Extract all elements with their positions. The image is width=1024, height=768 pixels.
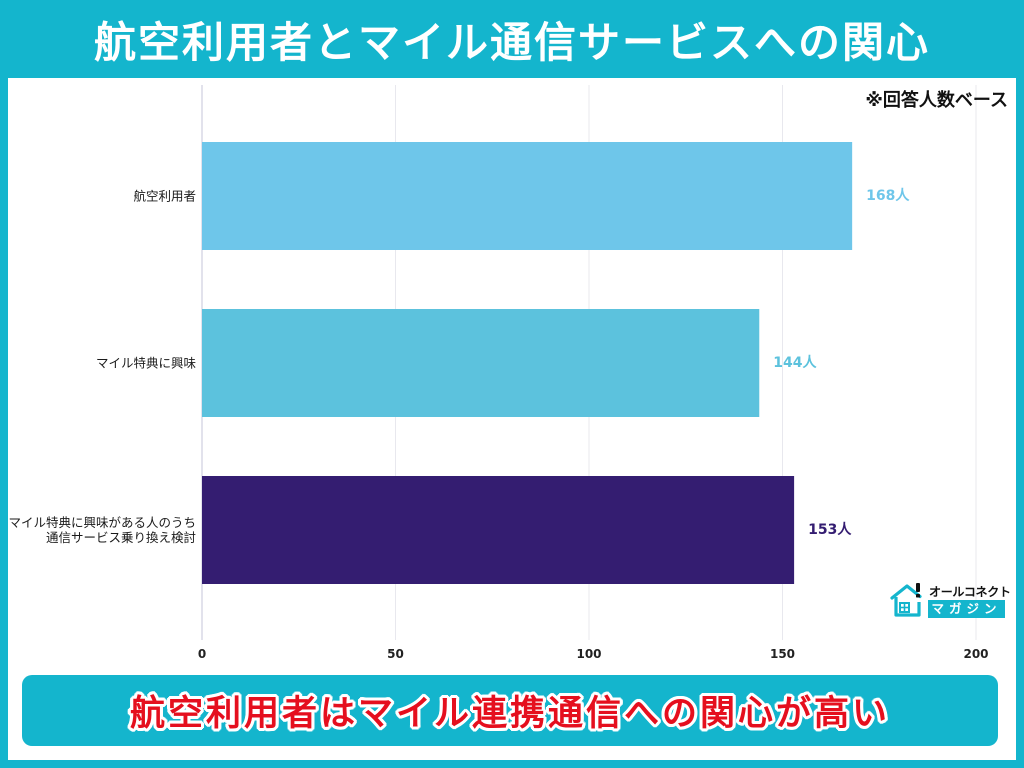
chart-note: ※回答人数ベース	[865, 90, 1008, 111]
category-label: 航空利用者	[133, 188, 196, 204]
house-alert-icon	[890, 583, 922, 617]
exclamation-dot	[916, 594, 920, 598]
brand-logo: オールコネクト マガジン	[889, 581, 1011, 621]
category-label: マイル特典に興味	[95, 355, 196, 371]
data-label: 144人	[773, 355, 817, 371]
bar-2	[202, 309, 760, 417]
category-label: マイル特典に興味がある人のうち 通信サービス乗り換え検討	[8, 515, 196, 545]
brand-subname: マガジン	[928, 600, 1005, 618]
summary-text: 航空利用者はマイル連携通信への関心が高い	[129, 694, 890, 734]
x-tick-label: 100	[576, 647, 602, 661]
summary-banner: 航空利用者はマイル連携通信への関心が高い	[22, 675, 998, 746]
exclamation-mark	[916, 583, 920, 592]
data-label: 153人	[808, 522, 852, 538]
data-label: 168人	[866, 188, 910, 204]
house-body	[894, 597, 921, 617]
x-tick-label: 50	[387, 647, 404, 661]
house-roof	[890, 584, 922, 600]
x-tick-label: 200	[963, 647, 989, 661]
bar-1	[202, 142, 853, 250]
chart-title: 航空利用者とマイル通信サービスへの関心	[93, 17, 930, 67]
x-tick-label: 150	[769, 647, 796, 661]
brand-name: オールコネクト	[929, 585, 1011, 599]
x-tick-label: 0	[197, 647, 207, 661]
bar-3	[202, 476, 795, 584]
